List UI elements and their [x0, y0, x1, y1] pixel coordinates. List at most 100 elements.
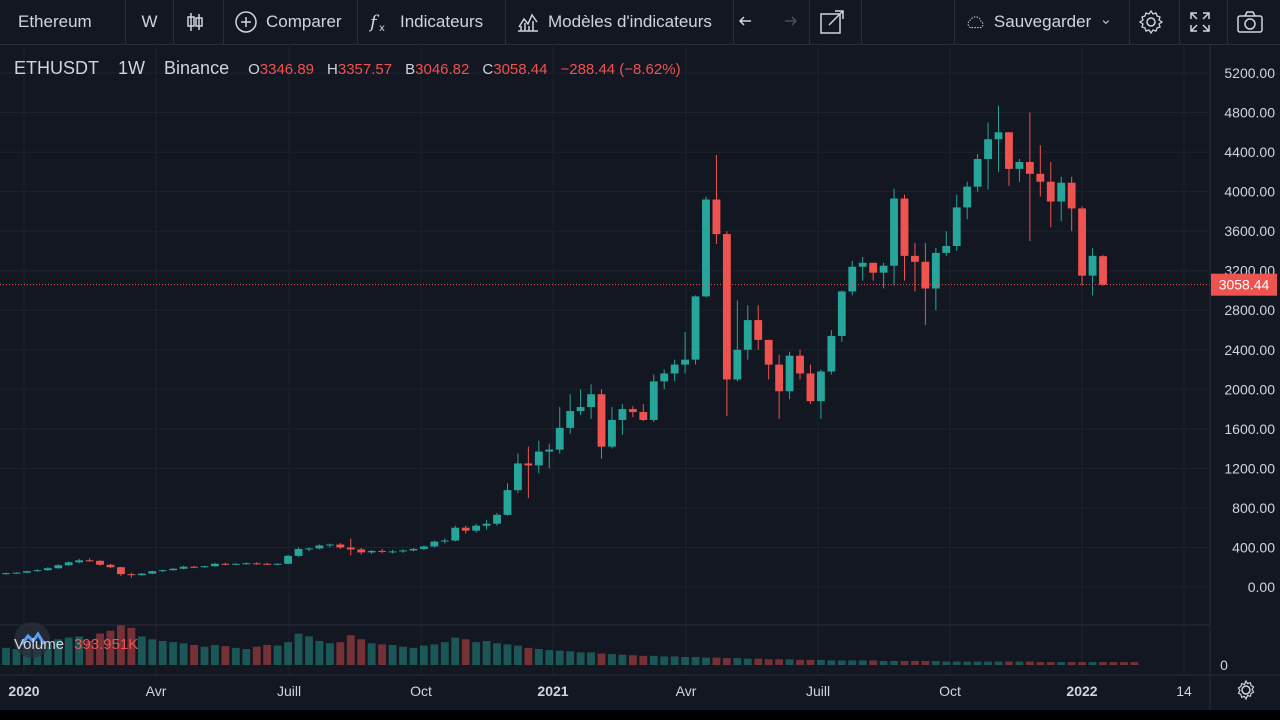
volume-bar — [524, 647, 533, 665]
volume-bar — [273, 645, 282, 665]
candle-body — [284, 555, 293, 564]
volume-bar — [628, 655, 637, 665]
volume-bar — [148, 639, 157, 665]
candle-body — [200, 566, 209, 568]
compare-label: Comparer — [266, 12, 342, 31]
volume-label[interactable]: Volume — [14, 636, 65, 653]
candle-body — [440, 540, 449, 542]
volume-bar — [952, 661, 961, 665]
chart-type-button[interactable] — [174, 0, 224, 44]
price-tick-label: 4000.00 — [1224, 184, 1275, 200]
interval-button[interactable]: W — [126, 0, 174, 44]
redo-button[interactable] — [772, 0, 810, 44]
legend-pair[interactable]: ETHUSDT — [14, 58, 99, 78]
volume-bar — [618, 654, 627, 665]
chevron-down-icon — [1102, 20, 1110, 25]
volume-bar — [1067, 662, 1076, 665]
templates-button[interactable]: Modèles d'indicateurs — [506, 0, 734, 44]
volume-bar — [211, 645, 219, 665]
legend-close-label: C — [482, 61, 494, 78]
volume-bar — [231, 647, 240, 665]
price-tick-label: 4400.00 — [1224, 144, 1275, 160]
undo-icon — [738, 16, 751, 26]
volume-bar — [75, 636, 84, 665]
time-tick-label: Juill — [277, 683, 301, 699]
candle-body — [430, 541, 439, 547]
candle-body — [158, 570, 167, 572]
candle-body — [597, 394, 606, 447]
volume-bar — [169, 642, 178, 665]
candle-body — [628, 409, 637, 413]
volume-bar — [681, 657, 690, 665]
candle-body — [545, 449, 554, 452]
symbol-legend: ETHUSDT 1W Binance O3346.89 H3357.57 B30… — [14, 58, 689, 79]
compare-button[interactable]: Comparer — [224, 0, 358, 44]
candle-body — [858, 262, 867, 267]
price-tick-label: 3600.00 — [1224, 223, 1275, 239]
legend-high-label: H — [327, 61, 338, 78]
volume-bar — [848, 660, 857, 665]
volume-bar — [64, 637, 73, 665]
volume-bar — [1036, 662, 1045, 665]
volume-bar — [576, 652, 585, 665]
settings-button[interactable] — [1130, 0, 1180, 44]
legend-high-value: 3357.57 — [337, 61, 393, 78]
price-tick-label: 2400.00 — [1224, 342, 1275, 358]
candle-body — [263, 563, 272, 565]
volume-bar — [545, 650, 554, 665]
candle-body — [1078, 208, 1087, 276]
candle-body — [325, 544, 334, 546]
bottom-bar — [0, 710, 1280, 720]
redo-icon — [784, 16, 797, 26]
volume-bar — [54, 639, 63, 665]
fullscreen-edit-button[interactable] — [810, 0, 862, 44]
candle-body — [837, 291, 846, 336]
candle-body — [555, 427, 564, 450]
candle-body — [482, 523, 491, 526]
price-tick-label: 0.00 — [1248, 579, 1275, 595]
candle-body — [357, 549, 366, 553]
candle-body — [994, 132, 1003, 140]
grid-lines — [0, 44, 1210, 675]
volume-bar — [117, 625, 125, 665]
volume-bar — [106, 630, 115, 665]
time-tick-label: 2021 — [537, 683, 568, 699]
volume-bar — [1078, 662, 1087, 665]
axis-settings-icon — [1237, 679, 1255, 701]
candle-body — [127, 574, 136, 576]
symbol-search[interactable]: Ethereum — [0, 0, 126, 44]
price-tick-label: 400.00 — [1232, 539, 1275, 555]
candle-body — [660, 373, 669, 382]
volume-bar — [1088, 662, 1097, 665]
snapshot-button[interactable] — [1228, 0, 1280, 44]
undo-button[interactable] — [734, 0, 772, 44]
candle-body — [12, 572, 21, 574]
legend-open-label: O — [248, 61, 260, 78]
candle-body — [712, 199, 721, 235]
time-tick-label: Juill — [806, 683, 830, 699]
price-tick-label: 2800.00 — [1224, 302, 1275, 318]
price-chart[interactable]: 5200.004800.004400.004000.003600.003200.… — [0, 44, 1280, 710]
volume-bar — [733, 658, 742, 665]
volume-bar — [984, 661, 992, 665]
tradingview-logo-icon — [14, 622, 50, 658]
volume-bar — [1057, 662, 1066, 665]
candle-body — [806, 373, 815, 402]
candle-body — [503, 490, 512, 515]
volume-bar — [514, 645, 522, 665]
candle-body — [106, 564, 115, 568]
expand-button[interactable] — [1180, 0, 1228, 44]
price-tick-label: 5200.00 — [1224, 65, 1275, 81]
volume-bar — [837, 660, 846, 665]
candle-body — [1046, 181, 1055, 202]
volume-bar — [1109, 662, 1118, 665]
candle-body — [743, 320, 752, 350]
save-button[interactable]: Sauvegarder — [954, 0, 1130, 44]
volume-bar — [200, 646, 209, 665]
time-tick-label: 2020 — [8, 683, 39, 699]
candle-body — [64, 562, 73, 566]
volume-bar — [367, 643, 376, 665]
external-edit-icon — [819, 10, 844, 34]
volume-bar — [691, 657, 700, 665]
